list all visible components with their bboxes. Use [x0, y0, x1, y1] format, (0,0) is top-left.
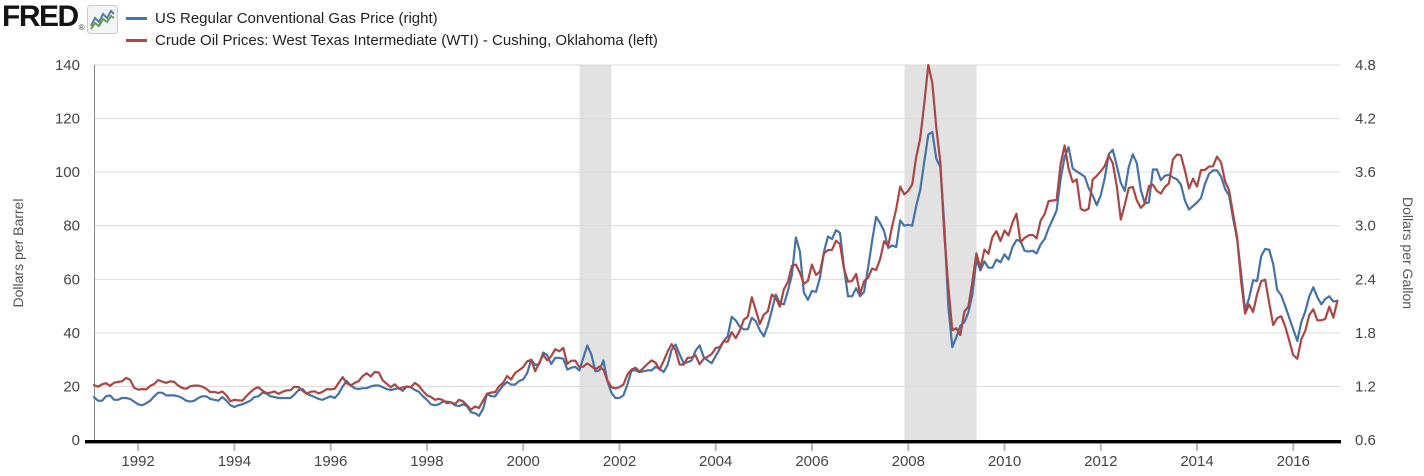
- fred-logo-registered-mark: ®: [78, 23, 85, 32]
- right-axis-tick-label: 4.2: [1355, 111, 1376, 128]
- legend-item-gas-price: US Regular Conventional Gas Price (right…: [126, 7, 658, 29]
- legend-label-wti: Crude Oil Prices: West Texas Intermediat…: [155, 31, 658, 49]
- fred-logo: FRED ®: [2, 0, 118, 39]
- left-axis-tick-label: 120: [55, 111, 80, 128]
- x-tick-label: 1994: [218, 453, 251, 470]
- left-axis-tick-label: 80: [63, 218, 80, 235]
- right-axis-tick-label: 3.6: [1355, 164, 1376, 181]
- right-axis-tick-label: 1.2: [1355, 378, 1376, 395]
- x-tick-label: 1998: [410, 453, 443, 470]
- fred-logo-text: FRED: [2, 0, 79, 33]
- legend-swatch-wti: [126, 38, 147, 42]
- right-axis-tick-label: 2.4: [1355, 271, 1376, 288]
- left-axis-tick-label: 20: [63, 378, 80, 395]
- x-tick-label: 2016: [1277, 453, 1310, 470]
- gas-price-series-line: [92, 130, 1339, 417]
- x-tick-label: 1996: [314, 453, 347, 470]
- left-axis-tick-label: 140: [55, 57, 80, 74]
- x-tick-label: 2000: [507, 453, 540, 470]
- fred-sparkline-icon: [86, 5, 118, 39]
- left-axis-tick-label: 0: [72, 432, 80, 449]
- x-tick-label: 2014: [1180, 453, 1213, 470]
- recession-band: [579, 65, 612, 440]
- x-tick-label: 2010: [988, 453, 1021, 470]
- recession-band: [904, 65, 977, 440]
- x-tick-label: 2012: [1084, 453, 1117, 470]
- legend-label-gas-price: US Regular Conventional Gas Price (right…: [155, 9, 438, 27]
- right-axis-tick-label: 3.0: [1355, 218, 1376, 235]
- x-tick-label: 2006: [795, 453, 828, 470]
- right-axis-tick-label: 0.6: [1355, 432, 1376, 449]
- x-tick-label: 2002: [603, 453, 636, 470]
- x-tick-label: 1992: [121, 453, 154, 470]
- left-axis-tick-label: 60: [63, 271, 80, 288]
- left-axis-tick-label: 40: [63, 325, 80, 342]
- x-axis-line: [85, 440, 1341, 444]
- legend-swatch-gas-price: [126, 16, 147, 20]
- x-tick-label: 2008: [892, 453, 925, 470]
- chart-legend: US Regular Conventional Gas Price (right…: [126, 7, 658, 51]
- wti-series-line: [92, 63, 1339, 411]
- legend-item-wti: Crude Oil Prices: West Texas Intermediat…: [126, 29, 658, 51]
- right-axis-tick-label: 4.8: [1355, 57, 1376, 74]
- left-axis-tick-label: 100: [55, 164, 80, 181]
- right-axis-tick-label: 1.8: [1355, 325, 1376, 342]
- x-tick-label: 2004: [699, 453, 732, 470]
